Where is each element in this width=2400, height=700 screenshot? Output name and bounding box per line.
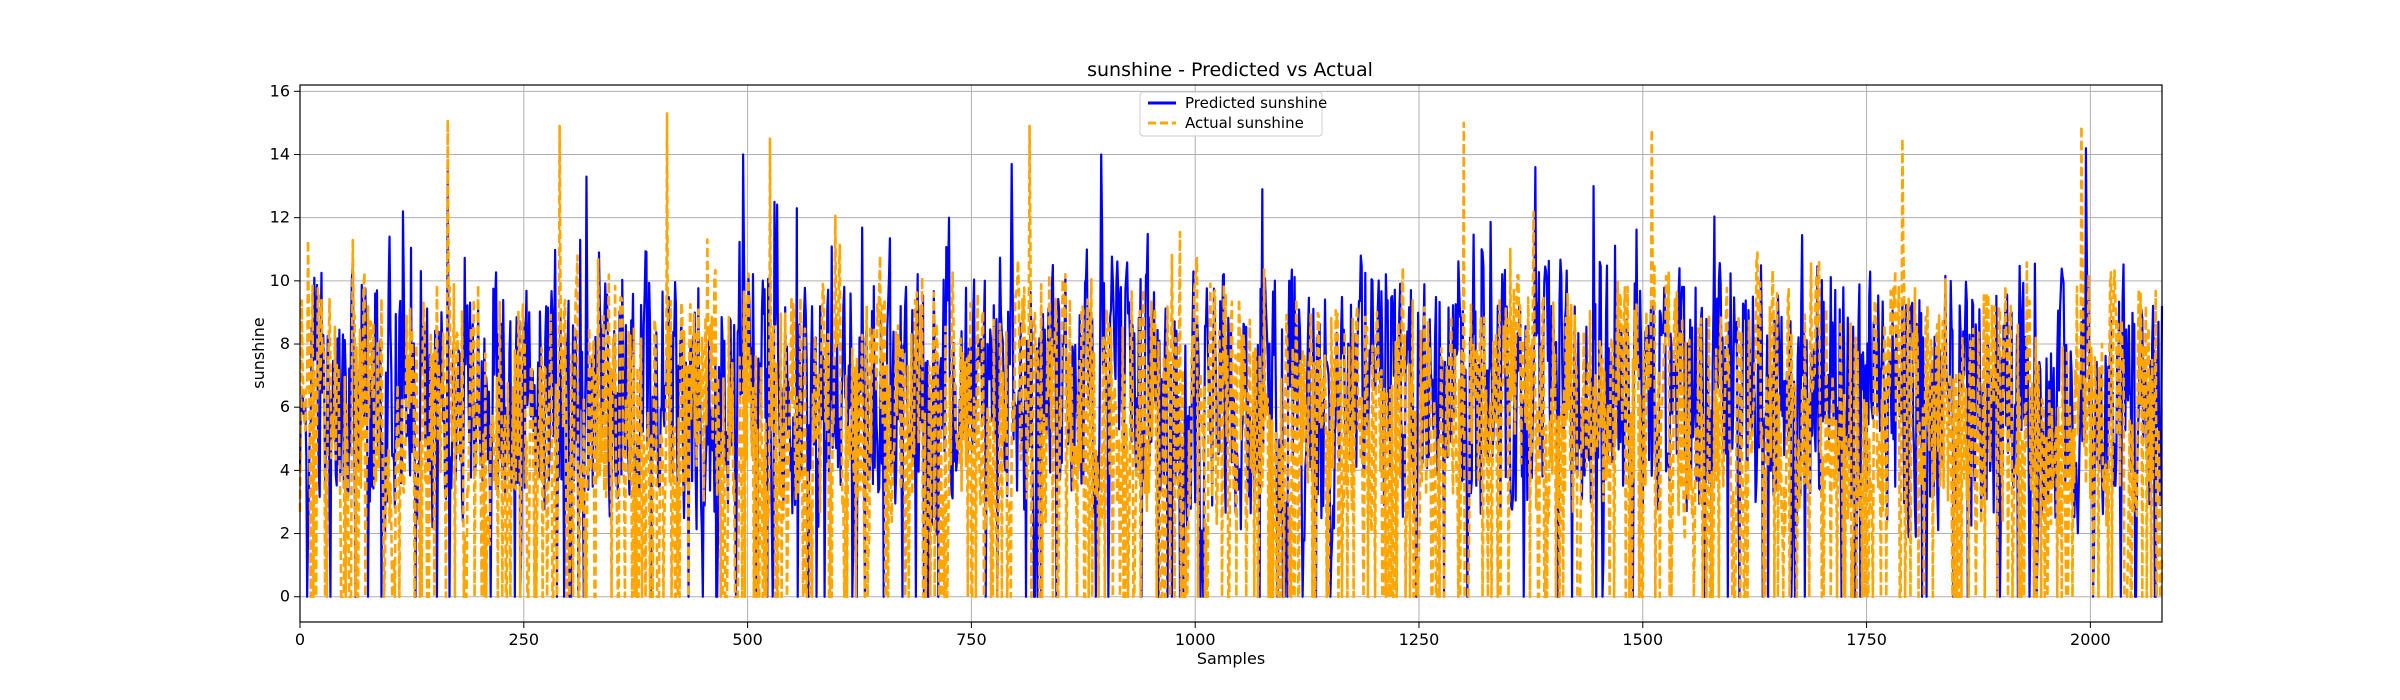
legend-predicted-label: Predicted sunshine	[1185, 94, 1327, 112]
y-tick-label: 16	[270, 81, 290, 100]
y-tick-label: 0	[280, 587, 290, 606]
series-layer	[298, 112, 2164, 599]
ticks: 0 250 500 750 1000 1250 1500 1750 2000 0 2 4 6 8 10 12 1…	[270, 81, 2111, 649]
y-axis-title: sunshine	[249, 317, 268, 389]
y-tick-label: 8	[280, 334, 290, 353]
y-tick-label: 10	[270, 271, 290, 290]
legend: Predicted sunshine Actual sunshine	[1139, 91, 1327, 137]
x-tick-label: 1250	[1399, 630, 1440, 649]
chart-title: sunshine - Predicted vs Actual	[1087, 59, 1373, 81]
y-tick-label: 2	[280, 524, 290, 543]
y-tick-label: 14	[270, 144, 290, 163]
legend-box	[1139, 91, 1323, 137]
x-tick-label: 250	[509, 630, 540, 649]
y-tick-label: 12	[270, 208, 290, 227]
x-tick-label: 1500	[1622, 630, 1663, 649]
y-tick-label: 6	[280, 397, 290, 416]
x-axis-title: Samples	[1197, 649, 1265, 668]
x-tick-label: 500	[732, 630, 763, 649]
plot-area-frame	[299, 84, 2163, 623]
series-line-actual	[298, 112, 2164, 599]
x-tick-label: 0	[295, 630, 305, 649]
x-tick-label: 2000	[2070, 630, 2111, 649]
x-tick-label: 1000	[1175, 630, 1216, 649]
x-tick-label: 1750	[1846, 630, 1887, 649]
legend-actual-label: Actual sunshine	[1185, 114, 1304, 132]
x-tick-label: 750	[956, 630, 987, 649]
y-tick-label: 4	[280, 460, 290, 479]
